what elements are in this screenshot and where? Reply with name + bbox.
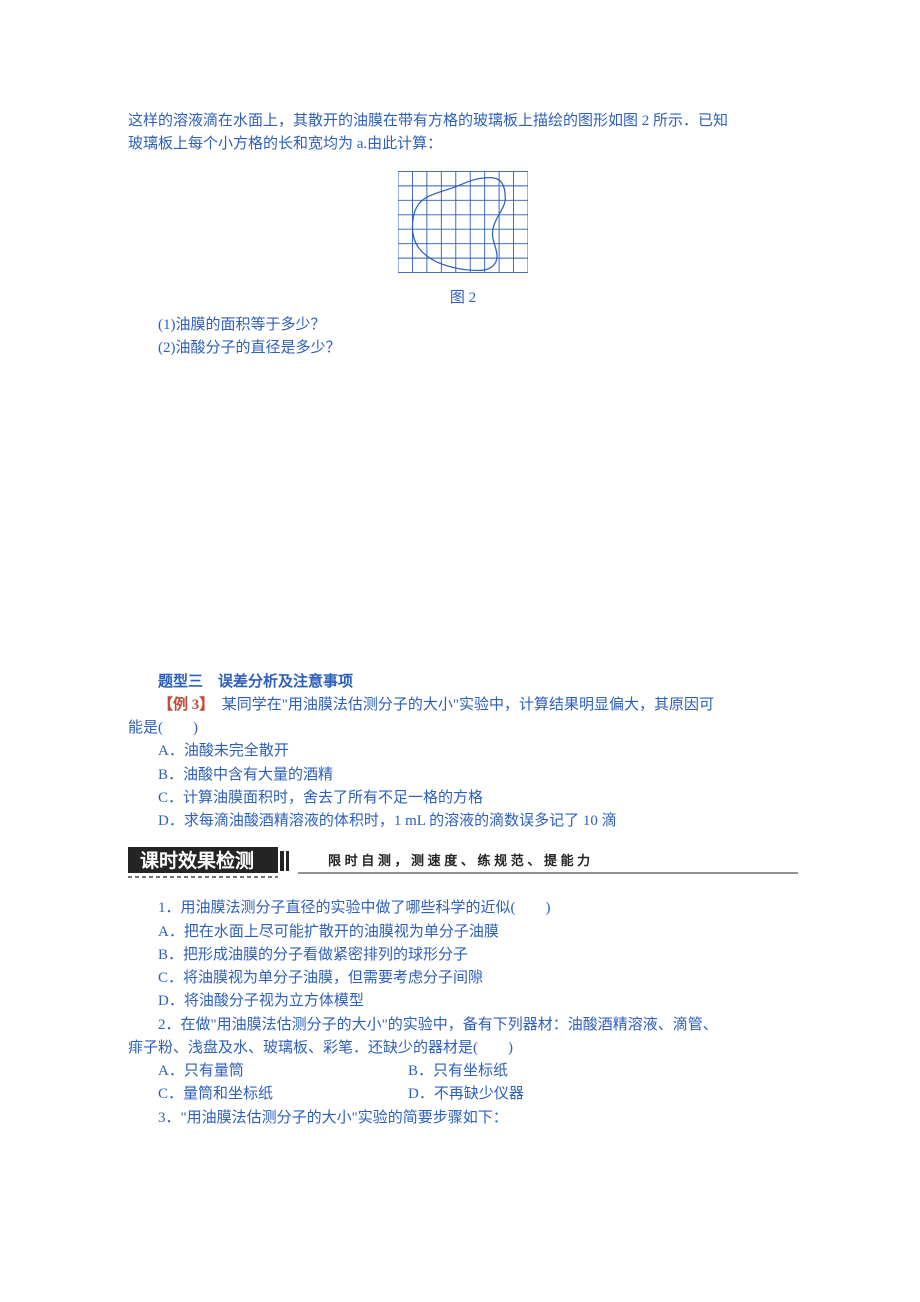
example-3-option-c: C．计算油膜面积时，舍去了所有不足一格的方格 [128,787,798,810]
q1-option-c: C．将油膜视为单分子油膜，但需要考虑分子间隙 [128,967,798,990]
example-3-stem-line-2: 能是( ) [128,717,798,740]
q1-stem: 1．用油膜法测分子直径的实验中做了哪些科学的近似( ) [128,897,798,920]
q2-options-row-2: C．量筒和坐标纸 D．不再缺少仪器 [128,1083,798,1106]
q2-option-b: B．只有坐标纸 [408,1060,508,1083]
q2-stem-line-1: 2．在做"用油膜法估测分子的大小"的实验中，备有下列器材：油酸酒精溶液、滴管、 [128,1014,798,1037]
intro-line-1: 这样的溶液滴在水面上，其散开的油膜在带有方格的玻璃板上描绘的图形如图 2 所示．… [128,110,798,133]
oil-film-outline [412,177,505,270]
banner-graphic: 课时效果检测 限 时 自 测 ， 测 速 度 、 练 规 范 、 提 能 力 [128,845,798,881]
example-3-stem-line-1: 【例 3】 某同学在"用油膜法估测分子的大小"实验中，计算结果明显偏大，其原因可 [128,694,798,717]
grid-lines [398,171,528,272]
q2-option-a: A．只有量筒 [128,1060,408,1083]
q1-option-d: D．将油酸分子视为立方体模型 [128,990,798,1013]
sub-question-2: (2)油酸分子的直径是多少？ [128,337,798,360]
example-3-stem-a: 某同学在"用油膜法估测分子的大小"实验中，计算结果明显偏大，其原因可 [207,697,714,713]
q3-stem: 3．"用油膜法估测分子的大小"实验的简要步骤如下： [128,1107,798,1130]
q1-option-b: B．把形成油膜的分子看做紧密排列的球形分子 [128,944,798,967]
section-3-title: 题型三 误差分析及注意事项 [128,671,798,694]
intro-line-2: 玻璃板上每个小方格的长和宽均为 a.由此计算： [128,133,798,156]
figure-2 [128,171,798,281]
q2-option-d: D．不再缺少仪器 [408,1083,524,1106]
sub-question-1: (1)油膜的面积等于多少？ [128,314,798,337]
example-3-option-d: D．求每滴油酸酒精溶液的体积时，1 mL 的溶液的滴数误多记了 10 滴 [128,810,798,833]
banner-subtitle-text: 限 时 自 测 ， 测 速 度 、 练 规 范 、 提 能 力 [328,853,590,868]
figure-2-caption: 图 2 [128,287,798,310]
q2-option-c: C．量筒和坐标纸 [128,1083,408,1106]
example-3-option-a: A．油酸未完全散开 [128,740,798,763]
blank-space [128,361,798,671]
banner-title-text: 课时效果检测 [140,849,254,872]
section-banner: 课时效果检测 限 时 自 测 ， 测 速 度 、 练 规 范 、 提 能 力 [128,845,798,881]
q2-options-row-1: A．只有量筒 B．只有坐标纸 [128,1060,798,1083]
q1-option-a: A．把在水面上尽可能扩散开的油膜视为单分子油膜 [128,921,798,944]
example-3-option-b: B．油酸中含有大量的酒精 [128,764,798,787]
section-3-title-text: 误差分析及注意事项 [218,674,353,690]
example-3-label: 【例 3】 [158,697,207,713]
grid-diagram [398,171,528,273]
q2-stem-line-2: 痱子粉、浅盘及水、玻璃板、彩笔．还缺少的器材是( ) [128,1037,798,1060]
section-3-title-prefix: 题型三 [158,674,218,690]
